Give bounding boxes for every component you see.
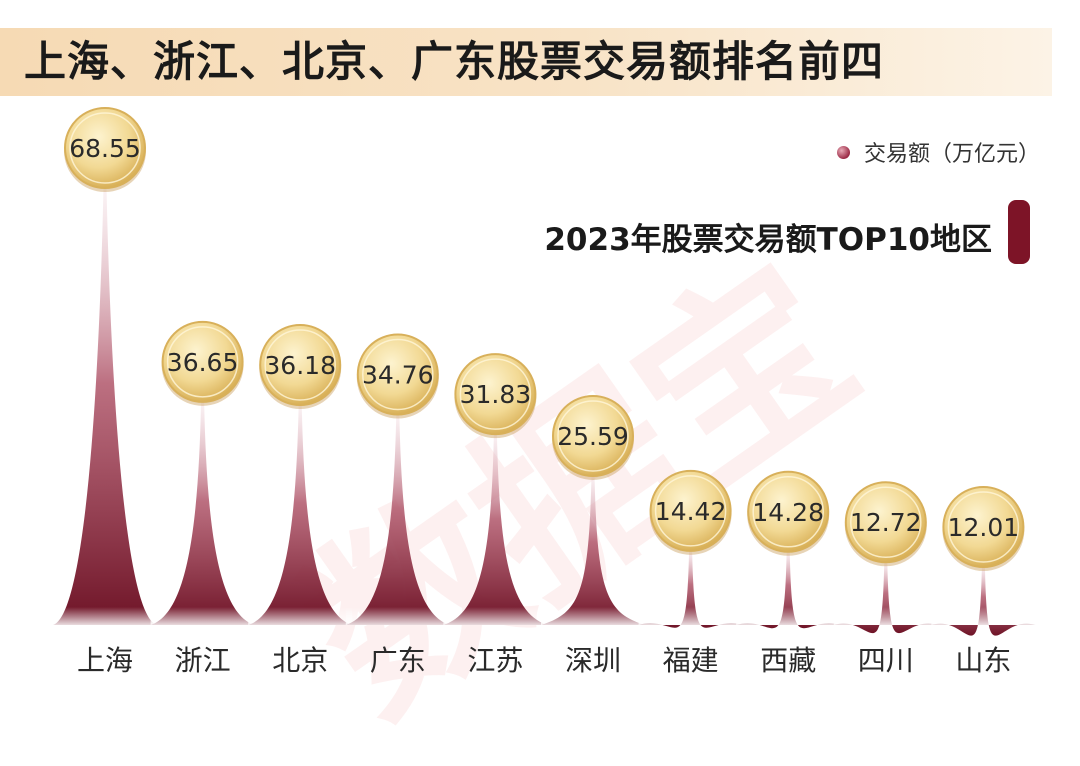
spike-base-fade [541, 607, 645, 625]
category-label: 广东 [370, 644, 426, 677]
legend-marker [836, 145, 850, 159]
medal-inner-ring [557, 400, 629, 472]
medal-inner-ring [69, 112, 141, 184]
spike-福建 [638, 548, 743, 628]
category-label: 江苏 [467, 644, 523, 677]
category-label: 上海 [77, 644, 133, 677]
medal-circle [649, 469, 732, 552]
category-label: 福建 [663, 644, 719, 677]
medal-inner-ring [166, 326, 239, 398]
spike-浙江 [150, 399, 255, 625]
value-label: 36.18 [264, 351, 336, 380]
medal-circle [161, 320, 244, 403]
category-label: 深圳 [565, 644, 621, 677]
value-medal: 68.55 [64, 107, 146, 192]
value-label: 25.59 [557, 422, 629, 451]
spike-上海 [53, 186, 157, 625]
medal-circle [844, 481, 927, 564]
spike-base-fade [443, 607, 548, 625]
category-label: 四川 [858, 644, 914, 677]
title-band: 上海、浙江、北京、广东股票交易额排名前四 [0, 28, 1052, 96]
value-medal: 14.42 [649, 469, 732, 555]
medal-circle [454, 353, 537, 436]
spike-base-fade [150, 607, 255, 625]
medal-circle [356, 333, 439, 416]
value-label: 12.01 [948, 513, 1020, 542]
value-medal: 25.59 [552, 394, 634, 480]
spike-base-fade [931, 607, 1036, 625]
medal-circle [552, 394, 634, 477]
value-label: 14.42 [655, 497, 727, 526]
value-label: 34.76 [362, 361, 434, 390]
medal-inner-ring [850, 486, 922, 558]
medal-circle [64, 107, 146, 189]
legend-label: 交易额（万亿元） [863, 142, 1040, 167]
value-label: 36.65 [167, 348, 239, 377]
medal-circle [942, 486, 1025, 568]
spike-江苏 [443, 432, 548, 625]
value-medal: 31.83 [454, 353, 537, 439]
spike-四川 [833, 560, 938, 634]
chart-title: 上海、浙江、北京、广东股票交易额排名前四 [24, 37, 885, 86]
spike-base-fade [638, 607, 743, 625]
spike-西藏 [736, 549, 841, 629]
medal-circle [747, 470, 830, 553]
value-medal: 36.65 [161, 320, 244, 406]
medal-circle [259, 323, 342, 406]
spike-base-fade [345, 607, 450, 625]
legend: 交易额（万亿元） [836, 138, 1040, 167]
spike-base-fade [833, 607, 938, 625]
value-label: 14.28 [752, 498, 824, 527]
medal-inner-ring [752, 476, 824, 548]
spike-深圳 [541, 473, 645, 625]
value-label: 12.72 [850, 508, 922, 537]
category-label: 西藏 [760, 644, 816, 677]
value-medal: 36.18 [259, 323, 342, 409]
spike-base-fade [53, 607, 157, 625]
category-label: 浙江 [175, 644, 231, 677]
spike-广东 [345, 412, 450, 625]
spike-山东 [931, 565, 1036, 636]
chart-subtitle: 2023年股票交易额TOP10地区 [544, 222, 992, 258]
medal-inner-ring [947, 491, 1020, 563]
medal-inner-ring [459, 358, 532, 430]
value-medal: 34.76 [356, 333, 439, 419]
spike-chart: 68.55 36.65 36.18 34.76 31.83 25.59 14.42 14.28… [53, 107, 1036, 677]
medal-inner-ring [362, 338, 434, 411]
subtitle-accent-bar [1008, 200, 1030, 264]
value-label: 31.83 [460, 380, 532, 409]
category-label: 山东 [955, 644, 1011, 677]
value-label: 68.55 [69, 134, 141, 163]
value-medal: 12.01 [942, 486, 1025, 571]
spike-base-fade [736, 607, 841, 625]
category-label: 北京 [272, 644, 328, 677]
value-medal: 14.28 [747, 470, 830, 556]
value-medal: 12.72 [844, 481, 927, 567]
medal-inner-ring [654, 475, 727, 547]
spike-北京 [248, 402, 353, 625]
spike-base-fade [248, 607, 353, 625]
medal-inner-ring [264, 329, 336, 401]
